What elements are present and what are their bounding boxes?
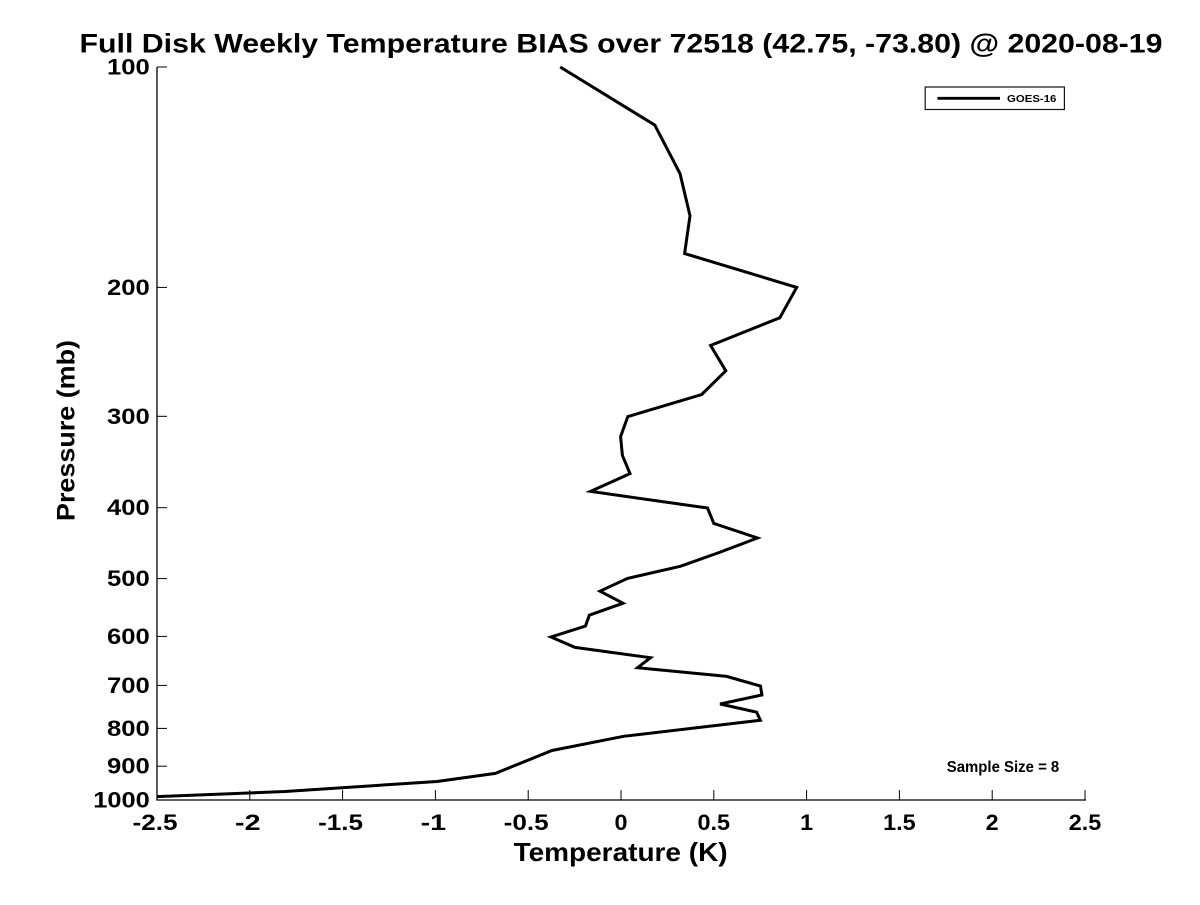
svg-text:400: 400 [107,495,150,520]
svg-text:200: 200 [107,275,150,300]
svg-text:Full Disk Weekly Temperature B: Full Disk Weekly Temperature BIAS over 7… [80,29,1163,59]
svg-text:2.5: 2.5 [1069,810,1102,835]
svg-text:0.5: 0.5 [698,810,731,835]
svg-text:Sample Size = 8: Sample Size = 8 [947,759,1060,776]
svg-text:800: 800 [107,716,150,741]
svg-text:-1: -1 [421,810,447,835]
svg-text:1.5: 1.5 [883,810,916,835]
svg-text:700: 700 [107,673,150,698]
svg-text:900: 900 [107,754,150,779]
svg-text:0: 0 [615,810,628,835]
svg-text:Pressure (mb): Pressure (mb) [53,340,81,521]
svg-text:300: 300 [107,404,150,429]
svg-text:1: 1 [800,810,813,835]
svg-text:-2.5: -2.5 [133,810,178,835]
svg-text:600: 600 [107,624,150,649]
svg-text:500: 500 [107,566,150,591]
svg-text:-1.5: -1.5 [318,810,363,835]
svg-text:-0.5: -0.5 [504,810,549,835]
svg-text:2: 2 [986,810,999,835]
svg-text:GOES-16: GOES-16 [1007,94,1057,105]
svg-text:Temperature (K): Temperature (K) [514,837,728,867]
svg-text:1000: 1000 [93,788,150,813]
svg-text:100: 100 [107,55,150,80]
svg-text:-2: -2 [235,810,261,835]
